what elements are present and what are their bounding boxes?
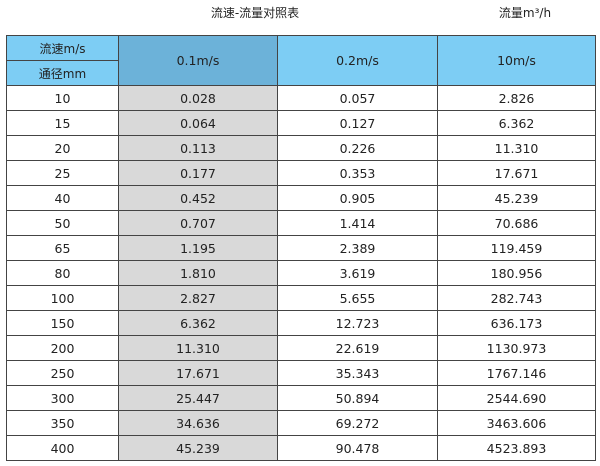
flow-cell: 119.459 <box>437 235 596 261</box>
diameter-cell: 15 <box>6 110 119 136</box>
flow-cell: 0.905 <box>277 185 438 211</box>
flow-cell: 17.671 <box>437 160 596 186</box>
unit-label: 流量m³/h <box>498 6 552 20</box>
diameter-cell: 150 <box>6 310 119 336</box>
flow-cell: 0.028 <box>118 85 278 111</box>
flow-cell: 90.478 <box>277 435 438 461</box>
flow-cell: 2.827 <box>118 285 278 311</box>
table-title: 流速-流量对照表 <box>210 6 300 20</box>
flow-cell: 2.389 <box>277 235 438 261</box>
flow-cell: 0.452 <box>118 185 278 211</box>
flow-cell: 2.826 <box>437 85 596 111</box>
flow-cell: 5.655 <box>277 285 438 311</box>
table-row: 65 1.195 2.389 119.459 <box>6 235 596 261</box>
flow-cell: 1.810 <box>118 260 278 286</box>
table-row: 200 11.310 22.619 1130.973 <box>6 335 596 361</box>
diameter-header: 通径mm <box>6 60 119 86</box>
diameter-cell: 80 <box>6 260 119 286</box>
flow-cell: 17.671 <box>118 360 278 386</box>
diameter-cell: 400 <box>6 435 119 461</box>
flow-cell: 2544.690 <box>437 385 596 411</box>
diameter-cell: 25 <box>6 160 119 186</box>
flow-cell: 0.064 <box>118 110 278 136</box>
flow-cell: 11.310 <box>437 135 596 161</box>
diameter-cell: 50 <box>6 210 119 236</box>
flow-cell: 0.057 <box>277 85 438 111</box>
flow-table: 流速m/s 0.1m/s 0.2m/s 10m/s 通径mm 10 0.028 0.… <box>6 35 596 461</box>
table-row: 250 17.671 35.343 1767.146 <box>6 360 596 386</box>
flow-cell: 636.173 <box>437 310 596 336</box>
flow-cell: 0.226 <box>277 135 438 161</box>
flow-cell: 1.195 <box>118 235 278 261</box>
flow-cell: 25.447 <box>118 385 278 411</box>
diameter-cell: 200 <box>6 335 119 361</box>
flow-cell: 22.619 <box>277 335 438 361</box>
flow-cell: 0.353 <box>277 160 438 186</box>
table-row: 40 0.452 0.905 45.239 <box>6 185 596 211</box>
flow-cell: 1767.146 <box>437 360 596 386</box>
flow-cell: 3463.606 <box>437 410 596 436</box>
table-row: 20 0.113 0.226 11.310 <box>6 135 596 161</box>
table-row: 10 0.028 0.057 2.826 <box>6 85 596 111</box>
flow-cell: 45.239 <box>118 435 278 461</box>
diameter-cell: 20 <box>6 135 119 161</box>
flow-cell: 0.127 <box>277 110 438 136</box>
table-row: 80 1.810 3.619 180.956 <box>6 260 596 286</box>
flow-cell: 12.723 <box>277 310 438 336</box>
flow-cell: 69.272 <box>277 410 438 436</box>
table-row: 100 2.827 5.655 282.743 <box>6 285 596 311</box>
diameter-cell: 250 <box>6 360 119 386</box>
flow-cell: 1130.973 <box>437 335 596 361</box>
diameter-cell: 40 <box>6 185 119 211</box>
column-header: 0.2m/s <box>277 35 438 86</box>
flow-cell: 6.362 <box>437 110 596 136</box>
flow-cell: 4523.893 <box>437 435 596 461</box>
flow-cell: 35.343 <box>277 360 438 386</box>
flow-cell: 180.956 <box>437 260 596 286</box>
flow-cell: 1.414 <box>277 210 438 236</box>
flow-cell: 11.310 <box>118 335 278 361</box>
column-header: 10m/s <box>437 35 596 86</box>
table-row: 50 0.707 1.414 70.686 <box>6 210 596 236</box>
flow-cell: 45.239 <box>437 185 596 211</box>
flow-cell: 0.113 <box>118 135 278 161</box>
velocity-header: 流速m/s <box>6 35 119 61</box>
flow-cell: 50.894 <box>277 385 438 411</box>
column-header: 0.1m/s <box>118 35 278 86</box>
flow-cell: 3.619 <box>277 260 438 286</box>
flow-cell: 34.636 <box>118 410 278 436</box>
diameter-cell: 100 <box>6 285 119 311</box>
table-row: 15 0.064 0.127 6.362 <box>6 110 596 136</box>
table-row: 25 0.177 0.353 17.671 <box>6 160 596 186</box>
diameter-cell: 350 <box>6 410 119 436</box>
diameter-cell: 65 <box>6 235 119 261</box>
flow-cell: 6.362 <box>118 310 278 336</box>
flow-cell: 282.743 <box>437 285 596 311</box>
table-row: 300 25.447 50.894 2544.690 <box>6 385 596 411</box>
table-row: 350 34.636 69.272 3463.606 <box>6 410 596 436</box>
flow-cell: 0.707 <box>118 210 278 236</box>
diameter-cell: 300 <box>6 385 119 411</box>
flow-cell: 0.177 <box>118 160 278 186</box>
flow-cell: 70.686 <box>437 210 596 236</box>
table-row: 150 6.362 12.723 636.173 <box>6 310 596 336</box>
diameter-cell: 10 <box>6 85 119 111</box>
table-row: 400 45.239 90.478 4523.893 <box>6 435 596 461</box>
